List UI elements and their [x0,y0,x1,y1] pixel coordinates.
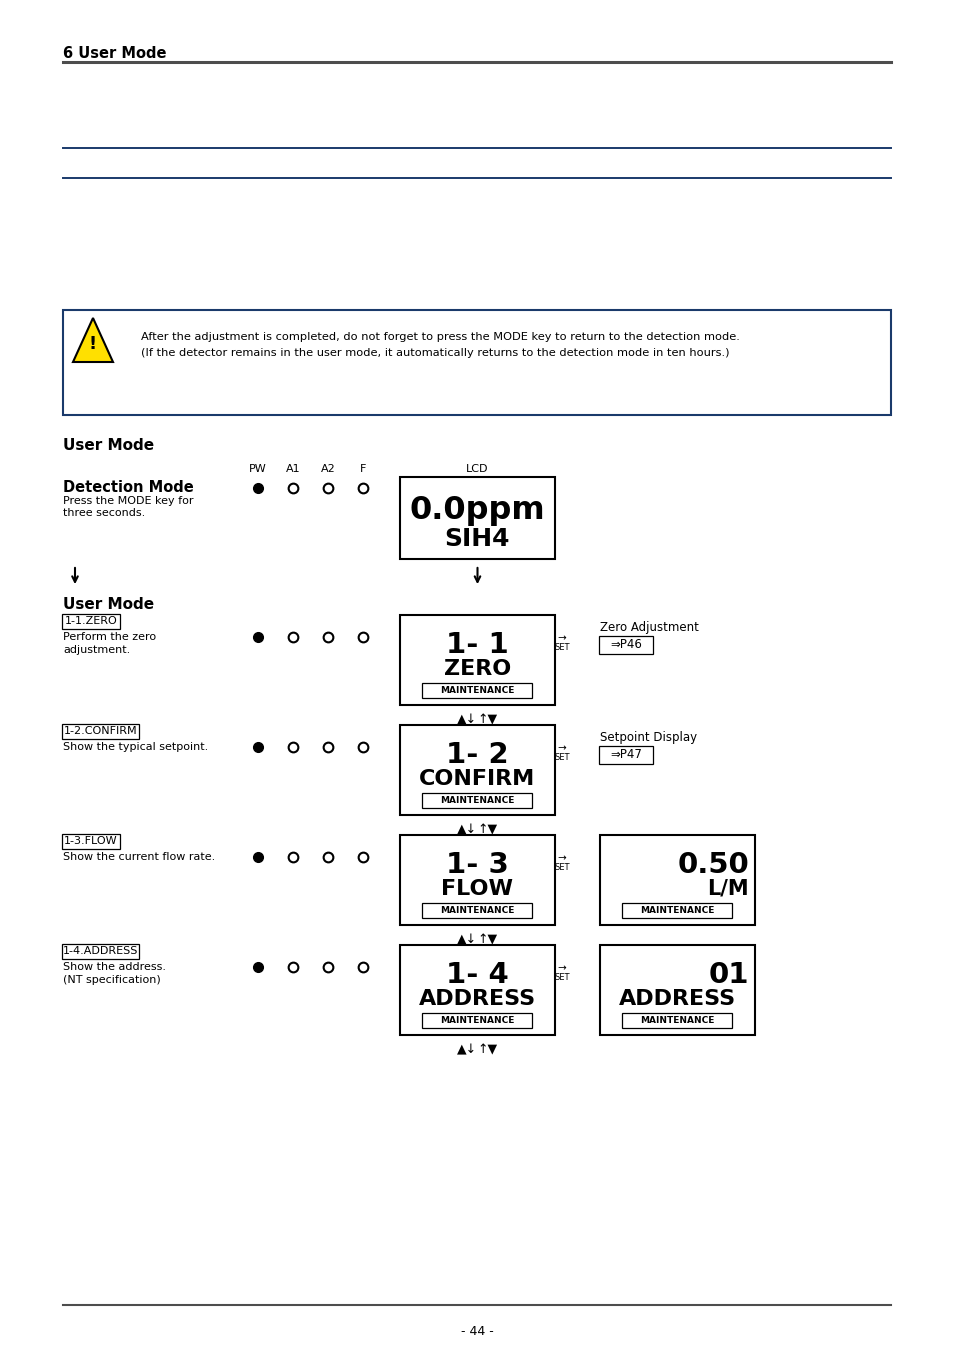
FancyBboxPatch shape [62,724,139,739]
Text: 1-1.ZERO: 1-1.ZERO [65,616,117,627]
Text: MAINTENANCE: MAINTENANCE [440,907,515,915]
FancyBboxPatch shape [422,684,532,698]
Text: ▲↓: ▲↓ [456,823,477,836]
Text: ▲↓: ▲↓ [456,1043,477,1056]
Text: MAINTENANCE: MAINTENANCE [639,1016,714,1025]
Text: MAINTENANCE: MAINTENANCE [440,796,515,805]
Text: 1- 1: 1- 1 [446,631,508,659]
FancyBboxPatch shape [62,613,120,630]
Text: Zero Adjustment: Zero Adjustment [599,621,699,634]
FancyBboxPatch shape [622,902,732,917]
Text: ↑▼: ↑▼ [476,934,497,946]
Text: F: F [359,463,366,474]
Text: 1-2.CONFIRM: 1-2.CONFIRM [64,727,137,736]
Text: ↑▼: ↑▼ [476,713,497,725]
Text: →: → [558,634,566,643]
Text: 1- 4: 1- 4 [446,961,508,989]
FancyBboxPatch shape [399,477,555,559]
Text: Show the address.: Show the address. [63,962,166,971]
Text: User Mode: User Mode [63,438,154,453]
Text: After the adjustment is completed, do not forget to press the MODE key to return: After the adjustment is completed, do no… [141,332,740,342]
Text: Show the current flow rate.: Show the current flow rate. [63,852,215,862]
Text: 6 User Mode: 6 User Mode [63,46,167,61]
Text: 0.50: 0.50 [677,851,748,880]
Text: 0.0ppm: 0.0ppm [409,494,545,526]
Text: →: → [558,852,566,863]
Text: Perform the zero: Perform the zero [63,632,156,642]
Text: ▲↓: ▲↓ [456,713,477,725]
Text: MAINTENANCE: MAINTENANCE [639,907,714,915]
FancyBboxPatch shape [62,834,120,848]
Text: A2: A2 [320,463,335,474]
FancyBboxPatch shape [598,746,652,765]
Text: A1: A1 [285,463,300,474]
Text: →: → [558,963,566,973]
FancyBboxPatch shape [598,636,652,654]
Text: ADDRESS: ADDRESS [418,989,536,1009]
Text: FLOW: FLOW [441,880,513,898]
Text: ADDRESS: ADDRESS [618,989,736,1009]
Text: 1-3.FLOW: 1-3.FLOW [64,836,117,847]
Text: SET: SET [554,753,569,762]
FancyBboxPatch shape [399,835,555,925]
Text: SIH4: SIH4 [444,527,510,551]
FancyBboxPatch shape [399,944,555,1035]
Text: L/M: L/M [706,880,748,898]
Text: 1- 2: 1- 2 [446,740,508,769]
FancyBboxPatch shape [62,944,139,959]
Text: Detection Mode: Detection Mode [63,480,193,494]
Text: Setpoint Display: Setpoint Display [599,731,697,744]
Text: 1- 3: 1- 3 [446,851,508,880]
Text: SET: SET [554,863,569,871]
Text: ▲↓: ▲↓ [456,934,477,946]
Text: three seconds.: three seconds. [63,508,145,517]
Text: ↑▼: ↑▼ [476,823,497,836]
Text: LCD: LCD [466,463,488,474]
Text: SET: SET [554,643,569,653]
Text: Press the MODE key for: Press the MODE key for [63,496,193,507]
FancyBboxPatch shape [422,902,532,917]
Text: - 44 -: - 44 - [460,1325,493,1337]
FancyBboxPatch shape [399,725,555,815]
FancyBboxPatch shape [63,309,890,415]
FancyBboxPatch shape [599,835,754,925]
Text: PW: PW [249,463,267,474]
FancyBboxPatch shape [422,1013,532,1028]
Text: MAINTENANCE: MAINTENANCE [440,686,515,694]
Polygon shape [73,317,112,362]
FancyBboxPatch shape [422,793,532,808]
Text: User Mode: User Mode [63,597,154,612]
Text: ⇒P46: ⇒P46 [609,639,641,651]
Text: ZERO: ZERO [443,659,511,680]
FancyBboxPatch shape [622,1013,732,1028]
Text: Show the typical setpoint.: Show the typical setpoint. [63,742,208,753]
FancyBboxPatch shape [599,944,754,1035]
Text: (If the detector remains in the user mode, it automatically returns to the detec: (If the detector remains in the user mod… [141,349,729,358]
Text: 1-4.ADDRESS: 1-4.ADDRESS [63,947,138,957]
Text: SET: SET [554,973,569,982]
FancyBboxPatch shape [399,615,555,705]
Text: ↑▼: ↑▼ [476,1043,497,1056]
Text: adjustment.: adjustment. [63,644,131,655]
Text: 01: 01 [708,961,748,989]
Text: MAINTENANCE: MAINTENANCE [440,1016,515,1025]
Text: !: ! [89,335,97,353]
Text: ⇒P47: ⇒P47 [609,748,641,762]
Text: →: → [558,743,566,753]
Text: (NT specification): (NT specification) [63,975,161,985]
Text: CONFIRM: CONFIRM [419,769,535,789]
